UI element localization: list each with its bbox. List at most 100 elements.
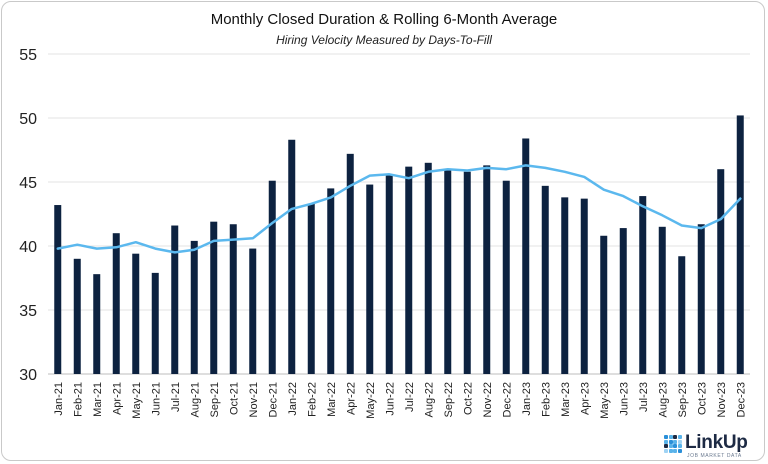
logo-dot (673, 435, 678, 439)
bar (151, 272, 159, 374)
x-tick-label: Jun-22 (384, 382, 396, 416)
logo-wordmark: LinkUp (685, 432, 748, 453)
x-tick-label: Oct-22 (462, 382, 474, 415)
bar (522, 138, 530, 374)
x-tick-label: Jan-23 (521, 382, 533, 416)
x-tick-label: Feb-22 (306, 382, 318, 417)
x-tick-label: May-21 (131, 382, 143, 419)
x-tick-label: Feb-21 (72, 382, 84, 417)
bar (444, 169, 452, 374)
bar (366, 184, 374, 374)
x-axis-ticks: Jan-21 Feb-21 Mar-21 Apr-21 May-21 Jun-21 Jul-… (53, 382, 748, 419)
bar (697, 224, 705, 374)
bar (249, 248, 257, 374)
x-tick-label: Aug-21 (189, 382, 201, 417)
bar (54, 205, 62, 374)
x-tick-label: Sep-21 (209, 382, 221, 417)
bar (600, 235, 608, 374)
logo-dot (664, 444, 668, 449)
x-tick-label: Dec-22 (501, 382, 513, 417)
x-tick-label: Jun-23 (618, 382, 630, 416)
chart-title: Monthly Closed Duration & Rolling 6-Mont… (210, 11, 558, 28)
logo-dot (664, 449, 668, 454)
x-tick-label: Jan-21 (53, 382, 65, 416)
rolling-average-line (56, 164, 742, 254)
bar (268, 180, 276, 374)
logo-dot (668, 439, 673, 444)
bar (502, 180, 510, 374)
bar (405, 166, 413, 374)
x-tick-label: Jul-22 (404, 382, 416, 412)
chart-subtitle: Hiring Velocity Measured by Days-To-Fill (276, 33, 492, 47)
logo-dot (664, 435, 668, 439)
bar (561, 197, 569, 374)
bar (93, 274, 101, 374)
y-tick-label: 40 (19, 239, 37, 256)
x-tick-label: Apr-21 (111, 382, 123, 415)
bar (229, 224, 237, 374)
x-tick-label: Apr-22 (345, 382, 357, 415)
x-tick-label: Sep-22 (443, 382, 455, 417)
y-tick-label: 35 (19, 303, 37, 320)
bar (190, 240, 198, 374)
logo-dot (673, 439, 678, 444)
bar (171, 225, 179, 374)
bar (580, 198, 588, 374)
bar (639, 196, 647, 374)
logo-dot (673, 444, 678, 449)
bar (717, 169, 725, 374)
bar (619, 228, 627, 374)
x-tick-label: Oct-23 (696, 382, 708, 415)
bar (678, 256, 686, 374)
x-tick-label: Jan-22 (287, 382, 299, 416)
bar (327, 188, 335, 374)
logo-dot (668, 449, 673, 454)
x-tick-label: Mar-23 (560, 382, 572, 417)
bar (288, 139, 296, 374)
gridlines (48, 53, 750, 375)
bar (385, 174, 393, 374)
x-tick-label: May-22 (365, 382, 377, 419)
bar (463, 171, 471, 374)
y-axis-ticks: 30 35 40 45 50 55 (19, 47, 37, 384)
logo-grid-icon (664, 435, 683, 454)
x-tick-label: Jun-21 (150, 382, 162, 416)
x-tick-label: Dec-23 (735, 382, 747, 417)
y-tick-label: 30 (19, 367, 37, 384)
x-tick-label: Mar-21 (92, 382, 104, 417)
logo-dot (678, 439, 683, 444)
bar (112, 233, 120, 374)
logo-dot (664, 439, 668, 444)
x-tick-label: Jul-21 (170, 382, 182, 412)
x-tick-label: Dec-21 (267, 382, 279, 417)
x-tick-label: Oct-21 (228, 382, 240, 415)
logo-tagline: JOB MARKET DATA (687, 453, 742, 459)
x-tick-label: Nov-22 (482, 382, 494, 417)
x-tick-label: Nov-21 (248, 382, 260, 417)
x-tick-label: Aug-22 (423, 382, 435, 417)
bar (346, 153, 354, 374)
x-tick-label: Mar-22 (326, 382, 338, 417)
bar (210, 221, 218, 374)
bar (307, 203, 315, 374)
logo-dot (678, 444, 683, 449)
bar-series (54, 115, 744, 374)
x-tick-label: May-23 (599, 382, 611, 419)
y-tick-label: 50 (19, 111, 37, 128)
x-tick-label: Aug-23 (657, 382, 669, 417)
bar (424, 162, 432, 374)
logo-dot (668, 435, 673, 439)
bar (483, 165, 491, 374)
bar (73, 258, 81, 374)
x-tick-label: Sep-23 (677, 382, 689, 417)
y-tick-label: 55 (19, 47, 37, 64)
logo-dot (678, 435, 683, 439)
y-tick-label: 45 (19, 175, 37, 192)
x-tick-label: Feb-23 (540, 382, 552, 417)
x-tick-label: Jul-23 (638, 382, 650, 412)
logo-dot (668, 444, 673, 449)
logo-dot (678, 449, 683, 454)
line-series (56, 164, 742, 254)
